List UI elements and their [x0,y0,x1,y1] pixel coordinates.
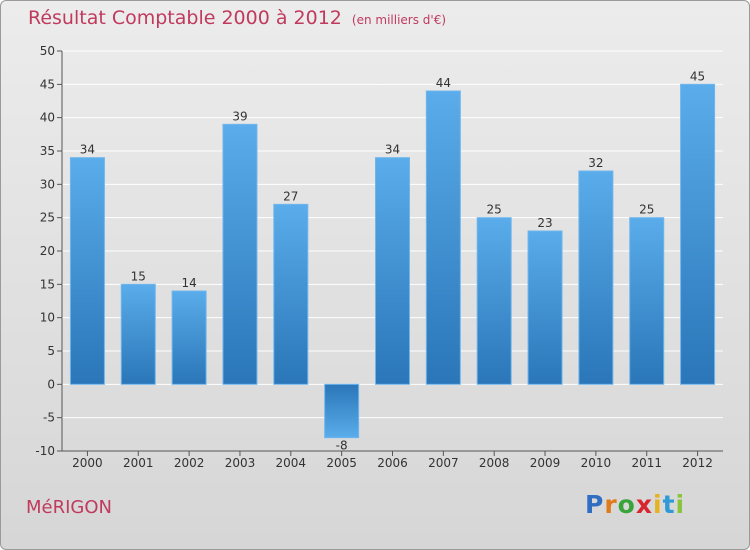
data-label-2008: 25 [487,203,502,217]
data-label-2005: -8 [336,439,348,453]
y-tick-label: 50 [40,44,55,58]
y-tick-label: 20 [40,244,55,258]
y-tick-label: 25 [40,211,55,225]
data-label-2007: 44 [436,76,451,90]
data-label-2006: 34 [385,143,400,157]
y-tick-label: 45 [40,77,55,91]
logo-letter: i [653,490,663,519]
x-tick-label-2011: 2011 [631,456,662,470]
data-label-2011: 25 [639,203,654,217]
y-tick-label: 10 [40,311,55,325]
x-tick-label-2010: 2010 [581,456,612,470]
y-tick-label: 5 [47,344,55,358]
data-label-2010: 32 [588,156,603,170]
y-tick-label: 35 [40,144,55,158]
data-label-2000: 34 [80,143,95,157]
x-tick-label-2012: 2012 [682,456,713,470]
logo-letter: P [585,490,605,519]
logo-letter: r [604,490,618,519]
title-text: Résultat Comptable 2000 à 2012 [28,7,342,29]
y-tick-label: -10 [35,444,55,458]
bar-2001 [120,283,156,385]
x-tick-label-2005: 2005 [326,456,357,470]
logo-letter: x [635,490,653,519]
logo-letter: i [675,490,686,519]
data-label-2004: 27 [283,189,298,203]
data-label-2002: 14 [181,276,196,290]
bar-2011 [629,217,665,385]
chart-title: Résultat Comptable 2000 à 2012 (en millie… [28,7,446,29]
bar-2009 [527,230,563,385]
logo-letter: t [662,490,676,519]
x-tick-label-2001: 2001 [123,456,154,470]
x-tick-label-2008: 2008 [479,456,510,470]
data-label-2009: 23 [537,216,552,230]
logo-letter: o [617,490,636,519]
x-tick-label-2007: 2007 [428,456,459,470]
x-tick-label-2003: 2003 [225,456,256,470]
bar-2005 [324,383,360,439]
y-tick-label: 30 [40,177,55,191]
bar-2008 [476,217,512,385]
bar-2007 [425,90,461,385]
data-label-2001: 15 [131,269,146,283]
bar-2004 [273,203,309,385]
y-tick-label: 0 [47,377,55,391]
title-unit: (en milliers d'€) [351,13,447,27]
x-tick-label-2000: 2000 [72,456,103,470]
bar-2010 [578,170,614,385]
label-layer: 34 15 14 39 27 -8 34 44 25 23 32 25 45 [80,69,705,452]
x-tick-label-2004: 2004 [276,456,307,470]
bar-2000 [69,157,105,385]
y-tick-label: -5 [43,411,55,425]
data-label-2003: 39 [232,109,247,123]
bar-2006 [375,157,410,385]
commune-name: MéRIGON [26,497,113,518]
x-tick-label-2009: 2009 [530,456,561,470]
y-tick-label: 40 [40,111,55,125]
y-tick-label: 15 [40,277,55,291]
bar-2012 [680,83,716,385]
bar-2002 [171,290,207,385]
x-tick-label-2006: 2006 [377,456,408,470]
bar-layer [69,83,716,439]
x-tick-label-2002: 2002 [174,456,205,470]
bar-2003 [222,123,258,385]
axis-layer: -10 -5 0 5 10 15 20 25 30 35 40 45 50 2000 2001 2002 200… [35,44,723,470]
proxiti-logo: Proxiti [585,490,685,519]
data-label-2012: 45 [690,69,705,83]
